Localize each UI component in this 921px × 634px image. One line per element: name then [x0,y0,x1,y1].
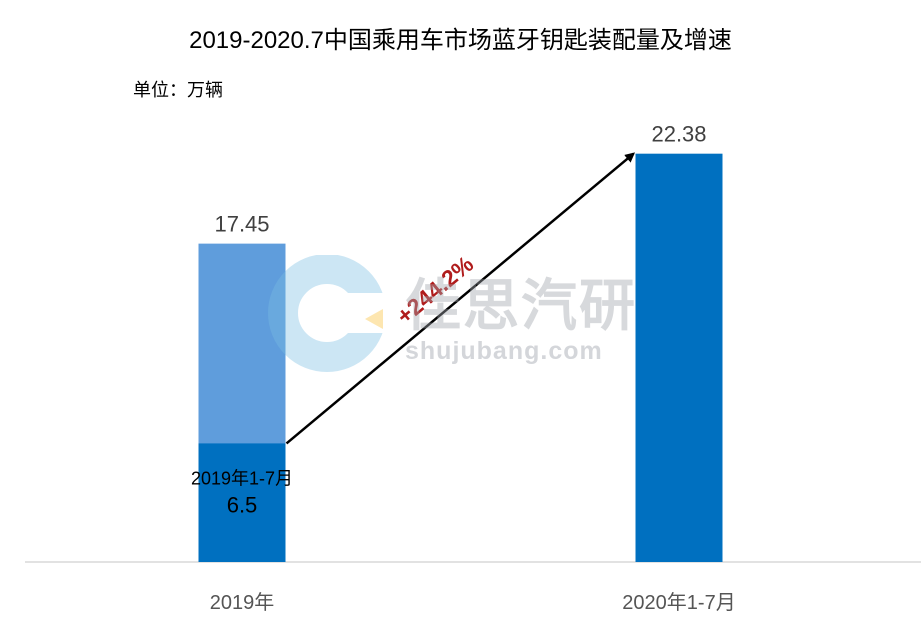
bar-1 [635,153,723,562]
watermark-logo-icon [268,255,395,372]
growth-arrow [285,152,636,445]
bar-2019-jan-jul [198,443,286,562]
x-tick-label-1: 2020年1-7月 [622,591,735,614]
watermark-brand: 佳思汽研 [405,274,637,339]
value-label-0: 17.45 [214,212,269,237]
watermark-url: shujubang.com [405,337,603,365]
watermark: 佳思汽研 shujubang.com [265,255,685,375]
value-label-1: 22.38 [651,122,706,147]
x-tick-label-0: 2019年 [210,591,275,614]
chart-title: 2019-2020.7中国乘用车市场蓝牙钥匙装配量及增速 [189,27,732,54]
sub-segment-label: 2019年1-7月 [191,468,293,488]
unit-label: 单位：万辆 [133,80,223,100]
sub-segment-value: 6.5 [227,492,258,517]
